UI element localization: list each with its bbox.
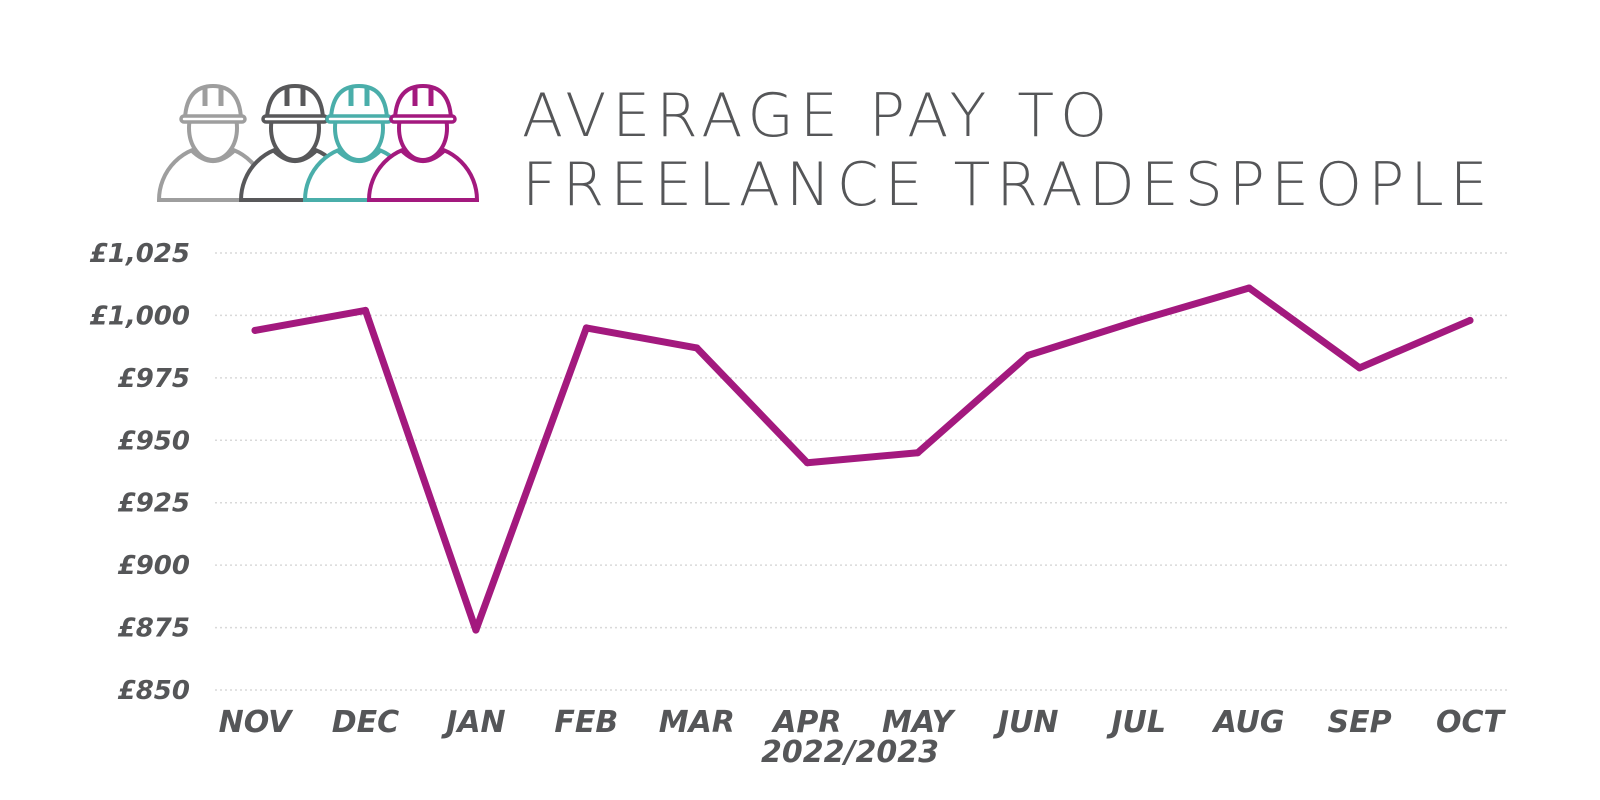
worker-figure-icon bbox=[366, 83, 480, 202]
x-tick-label: MAY bbox=[882, 705, 957, 740]
worker-figure-icon bbox=[238, 83, 352, 202]
x-tick-label: APR bbox=[771, 705, 841, 740]
y-axis-ticks: £1,025 £1,000 £975 £950 £925 £900 £875 £850 bbox=[90, 239, 190, 706]
data-point bbox=[582, 324, 590, 332]
y-tick-label: £925 bbox=[118, 489, 190, 519]
x-tick-label: DEC bbox=[332, 705, 399, 740]
chart-title-line-1: AVERAGE PAY TO bbox=[522, 81, 1114, 151]
data-point bbox=[1024, 351, 1032, 359]
data-point bbox=[251, 326, 259, 334]
x-axis-ticks: NOV DEC JAN FEB MAR APR MAY JUN JUL AUG SEP OCT bbox=[219, 705, 1507, 740]
y-tick-label: £1,000 bbox=[90, 301, 190, 331]
gridlines bbox=[215, 252, 1510, 691]
data-point bbox=[693, 344, 701, 352]
x-tick-label: JAN bbox=[441, 705, 506, 740]
data-point bbox=[472, 626, 480, 634]
x-tick-label: SEP bbox=[1327, 705, 1391, 740]
data-point bbox=[361, 306, 369, 314]
x-tick-label: JUN bbox=[993, 705, 1059, 740]
x-tick-label: AUG bbox=[1212, 705, 1285, 740]
y-tick-label: £975 bbox=[118, 364, 190, 394]
x-axis-label: 2022/2023 bbox=[761, 735, 939, 770]
data-point bbox=[1135, 316, 1143, 324]
data-point bbox=[914, 449, 922, 457]
x-tick-label: JUL bbox=[1106, 705, 1166, 740]
y-tick-label: £1,025 bbox=[90, 239, 190, 269]
data-point bbox=[803, 459, 811, 467]
data-point bbox=[1245, 284, 1253, 292]
data-point bbox=[1356, 364, 1364, 372]
y-tick-label: £900 bbox=[118, 551, 190, 581]
y-tick-label: £875 bbox=[118, 614, 190, 644]
x-tick-label: NOV bbox=[219, 705, 295, 740]
series-layer bbox=[251, 284, 1474, 634]
series-line bbox=[251, 284, 1474, 634]
tradespeople-hardhat-icon bbox=[156, 83, 480, 202]
y-tick-label: £950 bbox=[118, 426, 190, 456]
worker-figure-icon bbox=[156, 83, 270, 202]
data-point bbox=[1466, 316, 1474, 324]
chart-title-line-2: FREELANCE TRADESPEOPLE bbox=[522, 150, 1494, 220]
x-tick-label: OCT bbox=[1436, 705, 1507, 740]
y-tick-label: £850 bbox=[118, 676, 190, 706]
x-tick-label: FEB bbox=[554, 705, 618, 740]
x-tick-label: MAR bbox=[659, 705, 735, 740]
